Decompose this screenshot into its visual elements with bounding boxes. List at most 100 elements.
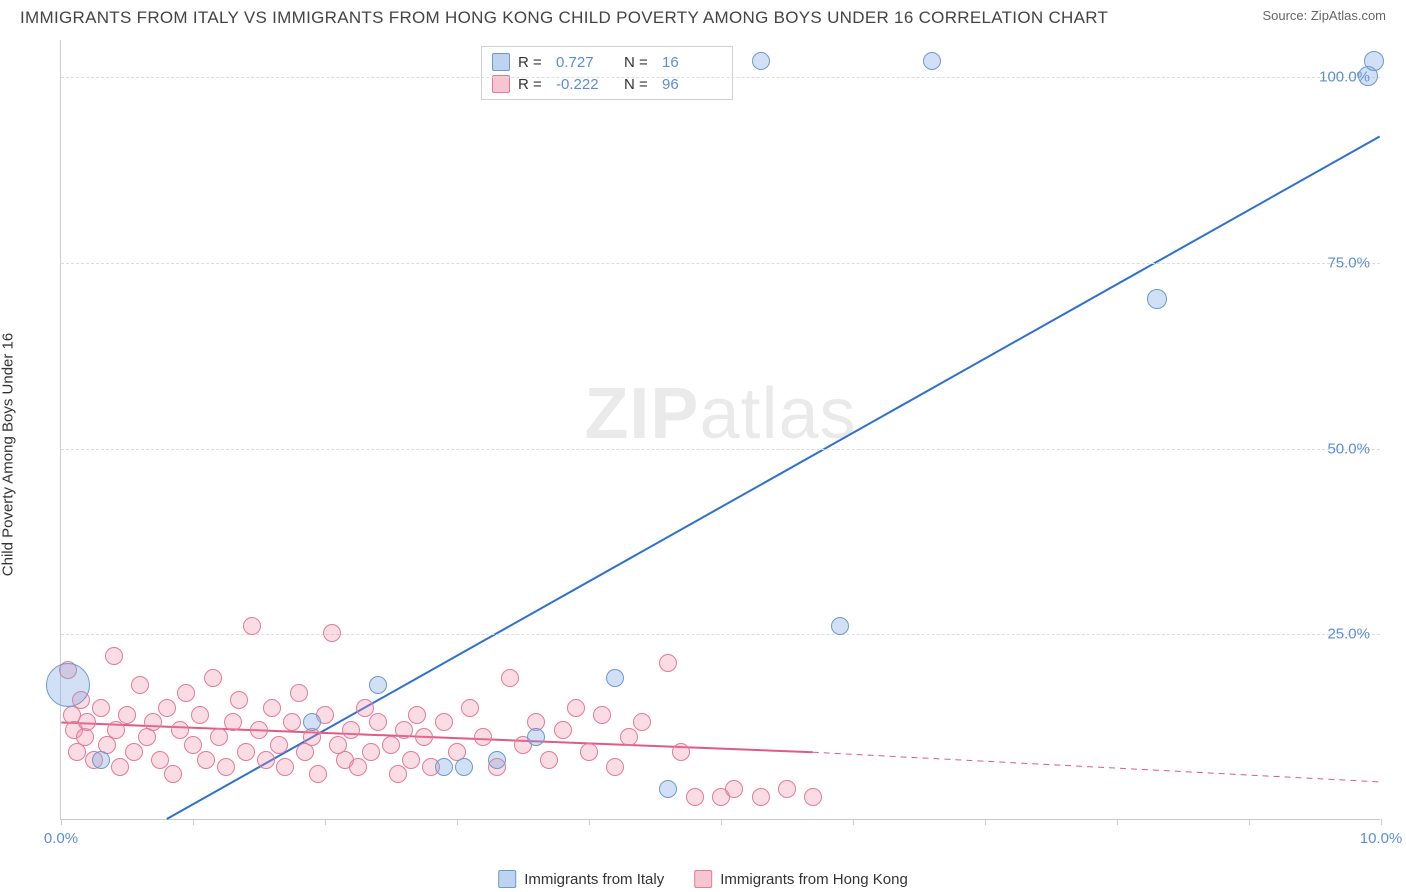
data-point — [778, 780, 796, 798]
x-tick — [193, 819, 194, 825]
data-point — [461, 699, 479, 717]
scatter-chart: ZIPatlas R = 0.727 N = 16 R = -0.222 N =… — [60, 40, 1380, 820]
data-point — [725, 780, 743, 798]
x-tick — [457, 819, 458, 825]
data-point — [243, 617, 261, 635]
data-point — [342, 721, 360, 739]
x-tick — [1117, 819, 1118, 825]
data-point — [488, 751, 506, 769]
data-point — [659, 780, 677, 798]
data-point — [554, 721, 572, 739]
y-tick-label: 25.0% — [1327, 626, 1370, 643]
data-point — [309, 765, 327, 783]
x-tick — [721, 819, 722, 825]
data-point — [276, 758, 294, 776]
x-tick-label: 10.0% — [1360, 830, 1403, 847]
data-point — [191, 706, 209, 724]
data-point — [382, 736, 400, 754]
legend-item-italy: Immigrants from Italy — [498, 870, 664, 888]
data-point — [158, 699, 176, 717]
data-point — [107, 721, 125, 739]
data-point — [303, 713, 321, 731]
data-point — [171, 721, 189, 739]
data-point — [210, 728, 228, 746]
data-point — [105, 647, 123, 665]
chart-title: IMMIGRANTS FROM ITALY VS IMMIGRANTS FROM… — [20, 8, 1108, 28]
data-point — [78, 713, 96, 731]
data-point — [389, 765, 407, 783]
data-point — [923, 52, 941, 70]
data-point — [606, 669, 624, 687]
gridline — [61, 263, 1380, 264]
correlation-legend: R = 0.727 N = 16 R = -0.222 N = 96 — [481, 46, 733, 100]
data-point — [263, 699, 281, 717]
gridline — [61, 634, 1380, 635]
data-point — [131, 676, 149, 694]
data-point — [283, 713, 301, 731]
legend-row-italy: R = 0.727 N = 16 — [492, 51, 722, 73]
data-point — [593, 706, 611, 724]
data-point — [580, 743, 598, 761]
data-point — [455, 758, 473, 776]
data-point — [237, 743, 255, 761]
data-point — [323, 624, 341, 642]
data-point — [567, 699, 585, 717]
r-label: R = — [518, 54, 548, 71]
x-tick — [1249, 819, 1250, 825]
data-point — [435, 758, 453, 776]
data-point — [527, 728, 545, 746]
data-point — [92, 751, 110, 769]
data-point — [257, 751, 275, 769]
swatch-pink-icon — [694, 870, 712, 888]
x-tick — [985, 819, 986, 825]
chart-header: IMMIGRANTS FROM ITALY VS IMMIGRANTS FROM… — [0, 0, 1406, 28]
data-point — [230, 691, 248, 709]
data-point — [501, 669, 519, 687]
data-point — [415, 728, 433, 746]
data-point — [402, 751, 420, 769]
data-point — [270, 736, 288, 754]
data-point — [435, 713, 453, 731]
data-point — [606, 758, 624, 776]
data-point — [672, 743, 690, 761]
r-value: 0.727 — [556, 54, 616, 71]
data-point — [349, 758, 367, 776]
data-point — [633, 713, 651, 731]
data-point — [290, 684, 308, 702]
data-point — [46, 663, 90, 707]
n-label: N = — [624, 54, 654, 71]
data-point — [144, 713, 162, 731]
data-point — [620, 728, 638, 746]
data-point — [204, 669, 222, 687]
x-tick — [1381, 819, 1382, 825]
legend-label: Immigrants from Hong Kong — [720, 871, 908, 888]
data-point — [752, 788, 770, 806]
x-tick — [853, 819, 854, 825]
data-point — [177, 684, 195, 702]
data-point — [752, 52, 770, 70]
data-point — [408, 706, 426, 724]
data-point — [659, 654, 677, 672]
data-point — [540, 751, 558, 769]
data-point — [831, 617, 849, 635]
data-point — [92, 699, 110, 717]
swatch-blue-icon — [498, 870, 516, 888]
data-point — [224, 713, 242, 731]
data-point — [118, 706, 136, 724]
data-point — [151, 751, 169, 769]
data-point — [362, 743, 380, 761]
source-label: Source: ZipAtlas.com — [1262, 8, 1386, 23]
gridline — [61, 77, 1380, 78]
n-value: 16 — [662, 54, 722, 71]
data-point — [250, 721, 268, 739]
data-point — [197, 751, 215, 769]
data-point — [125, 743, 143, 761]
x-tick-label: 0.0% — [44, 830, 78, 847]
data-point — [1364, 51, 1384, 71]
y-tick-label: 50.0% — [1327, 440, 1370, 457]
data-point — [395, 721, 413, 739]
data-point — [111, 758, 129, 776]
data-point — [356, 699, 374, 717]
y-tick-label: 75.0% — [1327, 254, 1370, 271]
legend-item-hongkong: Immigrants from Hong Kong — [694, 870, 908, 888]
